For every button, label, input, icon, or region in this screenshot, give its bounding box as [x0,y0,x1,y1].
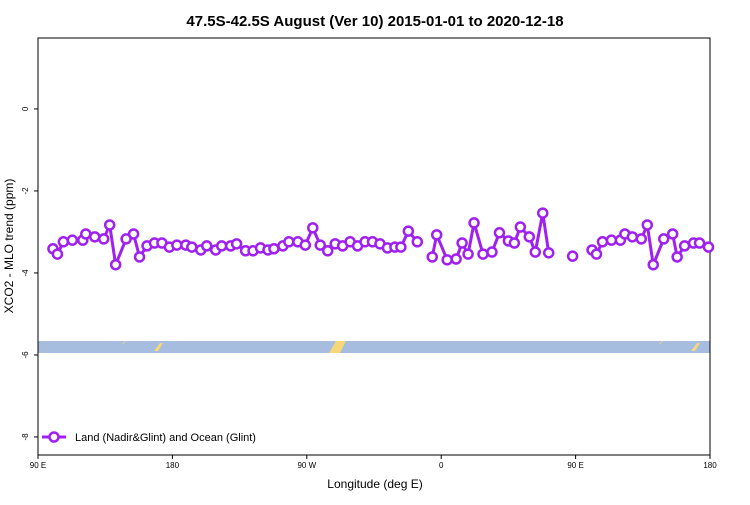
point [468,217,480,229]
point [171,239,183,251]
land-patch [122,341,126,344]
point [299,239,312,251]
point [493,227,506,239]
land-patch [691,343,700,351]
chart-title: 47.5S-42.5S August (Ver 10) 2015-01-01 t… [186,13,563,30]
point [314,239,326,251]
point [529,246,542,258]
point [200,240,213,252]
point [402,225,415,237]
point [215,240,228,252]
x-axis-label: Longitude (deg E) [327,477,422,491]
point [441,254,453,266]
surface-strip [38,341,710,353]
point [477,248,489,260]
point [702,241,715,253]
point [80,228,92,240]
y-tick-label: -4 [21,269,30,277]
x-tick-label: 180 [166,461,180,470]
point [647,258,660,271]
legend-marker [48,431,60,443]
point [536,207,549,219]
point [605,234,618,246]
x-tick-label: 90 E [30,461,46,470]
legend: Land (Nadir&Glint) and Ocean (Glint) [42,431,256,444]
y-tick-label: 0 [21,106,30,111]
point [678,240,691,252]
point [641,219,654,231]
point [109,258,122,271]
point [657,233,670,245]
land-patch [329,341,346,353]
point [88,231,101,243]
point [186,241,198,253]
x-tick-label: 180 [703,461,717,470]
point [626,231,639,243]
point [566,250,579,262]
point [590,248,603,260]
y-axis-label: XCO2 - MLO trend (ppm) [2,179,16,314]
point [230,238,243,250]
ocean-band [38,341,710,353]
point [127,228,140,240]
point [450,253,462,265]
point [103,219,116,231]
y-tick-label: -6 [21,351,30,359]
point [97,233,110,245]
point [462,248,474,260]
point [51,248,64,260]
point [430,229,443,241]
point [268,243,280,255]
point [283,236,295,248]
point [307,222,319,234]
point [395,241,407,253]
point [514,221,527,233]
point [133,251,146,263]
legend-label: Land (Nadir&Glint) and Ocean (Glint) [75,432,256,444]
point [57,236,70,248]
land-patch [659,341,663,344]
land-patch [154,343,163,351]
point [66,234,79,246]
point [671,251,683,263]
y-tick-label: -2 [21,187,30,195]
point [635,233,648,245]
point [523,231,536,243]
point [486,246,498,258]
point [321,245,334,257]
point [666,228,679,240]
point [411,236,424,248]
point [426,251,438,263]
x-tick-label: 0 [439,461,444,470]
point [693,237,706,249]
x-tick-label: 90 W [297,461,316,470]
point [508,237,521,249]
point [456,237,468,249]
point [596,236,609,248]
point [542,247,555,259]
y-tick-label: -8 [21,433,30,441]
x-tick-label: 90 E [567,461,583,470]
